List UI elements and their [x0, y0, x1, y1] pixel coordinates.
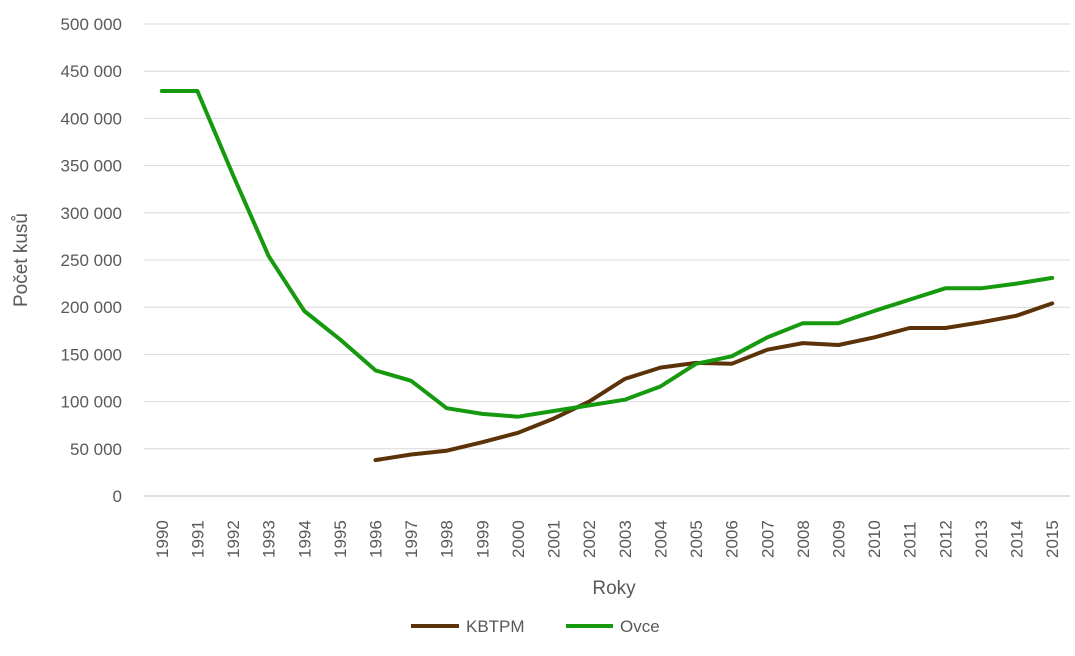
x-tick-label: 2007: [758, 520, 777, 558]
x-tick-label: 1995: [331, 520, 350, 558]
x-tick-label: 2006: [723, 520, 742, 558]
x-tick-label: 2003: [616, 520, 635, 558]
x-tick-label: 2002: [580, 520, 599, 558]
x-tick-label: 1998: [438, 520, 457, 558]
y-axis-title: Počet kusů: [11, 213, 32, 307]
legend-label-kbtpm: KBTPM: [466, 617, 525, 636]
x-tick-label: 2005: [687, 520, 706, 558]
y-tick-label: 250 000: [61, 251, 122, 270]
x-tick-label: 2009: [830, 520, 849, 558]
x-tick-label: 2000: [509, 520, 528, 558]
gridlines: [144, 23, 1070, 450]
series-line-kbtpm: [373, 301, 1055, 463]
x-axis-title: Roky: [592, 578, 636, 599]
x-tick-label: 1996: [367, 520, 386, 558]
x-tick-label: 2013: [972, 520, 991, 558]
x-tick-label: 2014: [1008, 520, 1027, 558]
y-tick-label: 200 000: [61, 298, 122, 317]
x-tick-label: 1994: [295, 520, 314, 558]
y-tick-label: 300 000: [61, 204, 122, 223]
x-tick-label: 1991: [188, 520, 207, 558]
legend-label-ovce: Ovce: [620, 617, 660, 636]
x-tick-label: 2001: [545, 520, 564, 558]
x-tick-label: 2008: [794, 520, 813, 558]
x-tick-label: 2012: [936, 520, 955, 558]
y-tick-label: 450 000: [61, 62, 122, 81]
y-tick-label: 0: [113, 487, 122, 506]
series-lines: [159, 89, 1055, 463]
y-tick-label: 500 000: [61, 15, 122, 34]
x-tick-label: 1997: [402, 520, 421, 558]
legend: KBTPM Ovce: [411, 617, 660, 636]
x-tick-label: 2011: [901, 521, 920, 558]
x-tick-label: 1990: [153, 520, 172, 558]
axes: 0 50 000 100 000 150 000 200 000 250 000 300 0…: [61, 15, 1070, 558]
axis-labels: Počet kusů Roky: [11, 213, 636, 599]
x-tick-label: 1999: [473, 520, 492, 558]
y-tick-label: 400 000: [61, 109, 122, 128]
x-tick-label: 2004: [651, 520, 670, 558]
y-tick-label: 150 000: [61, 345, 122, 364]
y-tick-label: 100 000: [61, 393, 122, 412]
y-tick-label: 350 000: [61, 157, 122, 176]
y-tick-label: 50 000: [70, 440, 122, 459]
series-line-ovce: [159, 89, 1055, 419]
x-tick-label: 1993: [260, 520, 279, 558]
x-tick-label: 2010: [865, 520, 884, 558]
x-tick-label: 2015: [1043, 520, 1062, 558]
x-tick-label: 1992: [224, 520, 243, 558]
